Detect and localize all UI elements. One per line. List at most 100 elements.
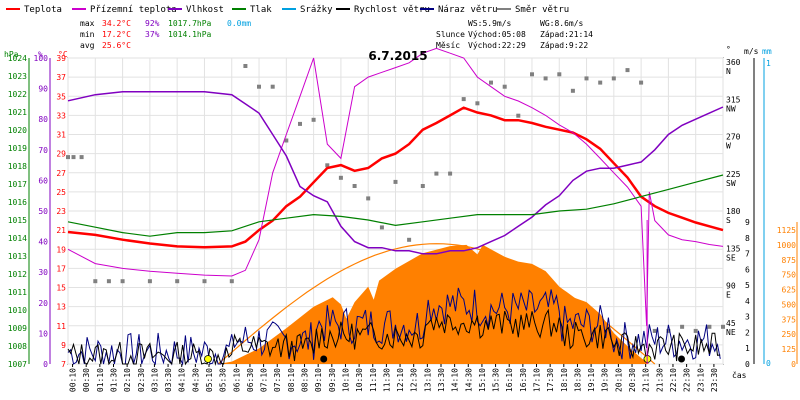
- legend-label: Tlak: [250, 5, 272, 15]
- wm2-tick: 125: [782, 345, 797, 354]
- wind-direction-point: [516, 113, 521, 118]
- pct-unit: %: [38, 50, 43, 59]
- wind-direction-point: [270, 84, 275, 89]
- wind-direction-point: [352, 184, 357, 188]
- x-tick-label: 01:30: [109, 368, 118, 392]
- dir-label: SW: [726, 179, 736, 188]
- hpa-tick: 1010: [8, 306, 27, 315]
- wind-direction-point: [598, 80, 603, 85]
- legend-label: Směr větru: [515, 5, 569, 15]
- wind-direction-point: [66, 155, 70, 160]
- wind-direction-point: [311, 117, 316, 122]
- stat-avg-label: avg: [80, 41, 95, 50]
- dir-label: SE: [726, 253, 736, 262]
- wind-direction-point: [448, 171, 453, 176]
- x-tick-label: 03:30: [164, 368, 173, 392]
- x-tick-label: 12:30: [410, 368, 419, 392]
- stat-moonset: Západ:9:22: [540, 41, 588, 50]
- stat-sunset: Západ:21:14: [540, 30, 593, 39]
- pct-tick: 40: [38, 238, 48, 247]
- pct-tick: 10: [38, 329, 48, 338]
- chart-title: 6.7.2015: [368, 49, 427, 63]
- wind-direction-point: [693, 328, 698, 333]
- pct-tick: 70: [38, 146, 48, 155]
- wind-direction-point: [611, 76, 616, 81]
- pct-tick: 80: [38, 115, 48, 124]
- x-tick-label: 11:10: [369, 368, 378, 392]
- x-tick-label: 13:30: [437, 368, 446, 392]
- wind-direction-point: [557, 72, 562, 77]
- x-tick-label: 02:30: [137, 368, 146, 392]
- pct-tick: 60: [38, 176, 48, 185]
- wind-direction-point: [379, 225, 384, 230]
- wind-direction-point: [229, 279, 234, 284]
- x-tick-label: 07:10: [260, 368, 269, 392]
- x-tick-label: 14:10: [451, 368, 460, 392]
- wind-direction-point: [434, 171, 439, 176]
- wm2-tick: 1125: [777, 226, 796, 235]
- dir-tick: 270: [726, 133, 741, 142]
- wind-direction-point: [652, 328, 657, 333]
- hpa-tick: 1019: [8, 144, 27, 153]
- dir-label: E: [726, 291, 731, 300]
- hpa-tick: 1012: [8, 270, 27, 279]
- x-tick-label: 03:10: [150, 368, 159, 392]
- temp-tick: 39: [56, 54, 66, 63]
- x-axis: 00:10 00:30 01:10 01:30 02:10 02:30 03:10 03:30…: [69, 364, 719, 392]
- temp-tick: 29: [56, 150, 66, 159]
- x-tick-label: 21:10: [642, 368, 651, 392]
- temp-tick: 9: [61, 341, 66, 350]
- wind-direction-points: [66, 64, 725, 333]
- wind-direction-point: [407, 237, 412, 242]
- series-line-vlhkost: [67, 90, 724, 255]
- ms-tick: 9: [745, 218, 750, 227]
- temp-tick: 17: [56, 264, 66, 273]
- x-tick-label: 09:30: [328, 368, 337, 392]
- dir-label: N: [726, 67, 731, 76]
- solar-radiation-area: [217, 243, 656, 365]
- wind-speed-line: [67, 308, 721, 366]
- series-line-přízemní-teplota: [67, 47, 724, 326]
- x-tick-label: 02:10: [123, 368, 132, 392]
- wm2-tick: 750: [782, 271, 797, 280]
- x-tick-label: 18:30: [573, 368, 582, 392]
- wind-direction-point: [666, 328, 671, 333]
- ms-tick: 5: [745, 281, 750, 290]
- stat-wg: WG:8.6m/s: [540, 19, 584, 28]
- x-axis-label: čas: [732, 370, 747, 380]
- hpa-tick: 1007: [8, 360, 27, 369]
- hpa-tick: 1023: [8, 72, 27, 81]
- wind-direction-point: [530, 72, 534, 77]
- x-tick-label: 21:30: [655, 368, 664, 392]
- mm-unit: mm: [762, 47, 772, 56]
- sun-marker: [204, 355, 212, 363]
- x-tick-label: 22:10: [669, 368, 678, 392]
- hpa-tick: 1015: [8, 216, 27, 225]
- right-axes: °360N315NW270W225SW180S135SE90E45NEm/s98…: [726, 45, 798, 369]
- stat-max-press: 1017.7hPa: [168, 19, 212, 28]
- wind-direction-point: [584, 76, 589, 81]
- x-tick-label: 01:10: [96, 368, 105, 392]
- hpa-tick: 1016: [8, 198, 27, 207]
- wind-direction-point: [175, 279, 180, 284]
- x-tick-label: 19:30: [601, 368, 610, 392]
- left-axes: hPa% °C1024102310221021102010191018101710…: [4, 50, 68, 369]
- dir-label: NE: [726, 328, 736, 337]
- hpa-tick: 1022: [8, 90, 27, 99]
- hpa-tick: 1009: [8, 324, 27, 333]
- pct-tick: 0: [43, 360, 48, 369]
- moon-marker: [678, 355, 686, 363]
- x-tick-label: 16:30: [519, 368, 528, 392]
- x-tick-label: 20:30: [628, 368, 637, 392]
- hpa-tick: 1008: [8, 342, 27, 351]
- temp-tick: 31: [56, 131, 66, 140]
- stat-ws: WS:5.9m/s: [468, 19, 512, 28]
- ms-tick: 0: [745, 360, 750, 369]
- stat-min-hum: 37%: [145, 30, 160, 39]
- dir-tick: 225: [726, 170, 741, 179]
- wind-direction-point: [502, 84, 507, 89]
- wind-direction-point: [284, 138, 289, 143]
- stat-min-label: min: [80, 30, 95, 39]
- temp-tick: 37: [56, 73, 66, 82]
